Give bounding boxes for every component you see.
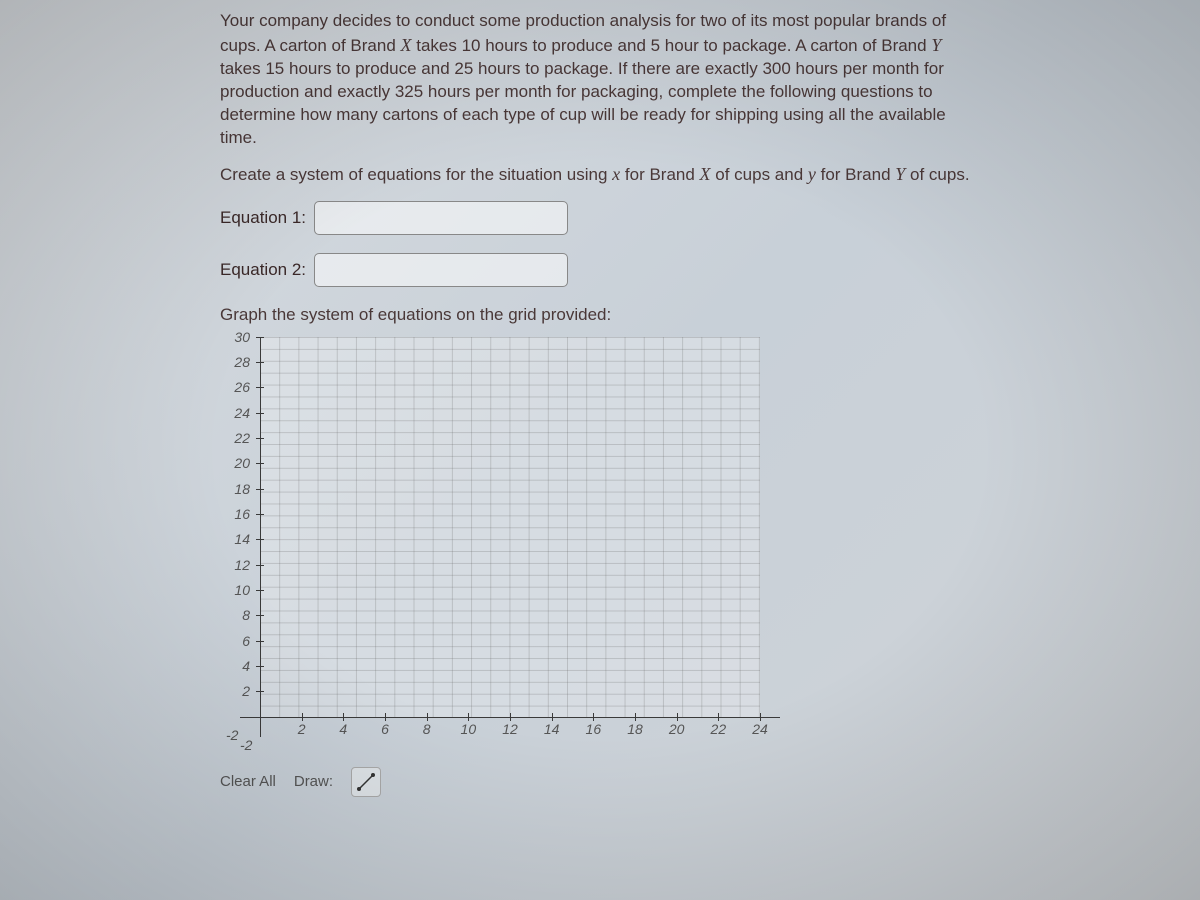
y-tick-label: 6 (242, 633, 250, 649)
x-tick-label: 10 (461, 721, 477, 737)
x-tick-label: 12 (502, 721, 518, 737)
x-tick-label: 6 (381, 721, 389, 737)
y-tick (256, 691, 264, 692)
x-tick (718, 713, 719, 721)
x-tick-label: 2 (298, 721, 306, 737)
y-tick (256, 590, 264, 591)
equation-2-input[interactable] (314, 253, 568, 287)
y-tick-label: 2 (242, 683, 250, 699)
y-tick (256, 666, 264, 667)
x-tick-label: 4 (339, 721, 347, 737)
y-tick (256, 565, 264, 566)
x-tick (552, 713, 553, 721)
y-axis (260, 337, 261, 737)
y-tick (256, 641, 264, 642)
y-tick (256, 463, 264, 464)
y-tick (256, 337, 264, 338)
x-tick (427, 713, 428, 721)
x-tick-label: 14 (544, 721, 560, 737)
graph-area[interactable]: 24681012141618202224262830 2468101214161… (220, 331, 780, 761)
x-tick (677, 713, 678, 721)
x-neg-label: -2 (226, 727, 238, 743)
x-axis-labels: 24681012141618202224 (260, 721, 780, 741)
y-tick-label: 12 (234, 557, 250, 573)
x-tick (468, 713, 469, 721)
y-tick-label: 24 (234, 405, 250, 421)
x-tick-label: 24 (752, 721, 768, 737)
y-tick (256, 615, 264, 616)
y-tick-label: 8 (242, 607, 250, 623)
x-tick (593, 713, 594, 721)
y-tick-label: 16 (234, 506, 250, 522)
x-tick-label: 16 (586, 721, 602, 737)
x-tick (760, 713, 761, 721)
x-tick (635, 713, 636, 721)
y-tick (256, 387, 264, 388)
x-tick-label: 8 (423, 721, 431, 737)
clear-all-button[interactable]: Clear All (220, 773, 276, 790)
y-neg-label: -2 (240, 737, 252, 753)
y-tick-label: 18 (234, 481, 250, 497)
y-tick-label: 20 (234, 455, 250, 471)
x-tick (302, 713, 303, 721)
x-tick (385, 713, 386, 721)
grid-background (260, 337, 760, 717)
graph-instruction: Graph the system of equations on the gri… (220, 305, 980, 325)
y-tick-label: 30 (234, 329, 250, 345)
equation-1-input[interactable] (314, 201, 568, 235)
equation-1-label: Equation 1: (220, 208, 306, 228)
y-tick-label: 4 (242, 658, 250, 674)
y-tick-label: 26 (234, 379, 250, 395)
x-tick (343, 713, 344, 721)
draw-label: Draw: (294, 773, 333, 790)
y-tick-label: 14 (234, 531, 250, 547)
x-tick-label: 18 (627, 721, 643, 737)
y-tick-label: 10 (234, 582, 250, 598)
x-tick-label: 20 (669, 721, 685, 737)
y-tick (256, 539, 264, 540)
y-tick (256, 362, 264, 363)
equation-2-label: Equation 2: (220, 260, 306, 280)
y-tick (256, 438, 264, 439)
x-tick-label: 22 (711, 721, 727, 737)
grid-lines (260, 337, 760, 717)
x-tick (510, 713, 511, 721)
y-tick-label: 22 (234, 430, 250, 446)
line-segment-icon (356, 772, 376, 792)
y-tick-label: 28 (234, 354, 250, 370)
y-tick (256, 413, 264, 414)
system-instruction: Create a system of equations for the sit… (220, 164, 980, 185)
y-tick (256, 489, 264, 490)
problem-statement: Your company decides to conduct some pro… (220, 10, 980, 150)
draw-line-tool[interactable] (351, 767, 381, 797)
y-tick (256, 514, 264, 515)
y-axis-labels: 24681012141618202224262830 (220, 331, 256, 731)
